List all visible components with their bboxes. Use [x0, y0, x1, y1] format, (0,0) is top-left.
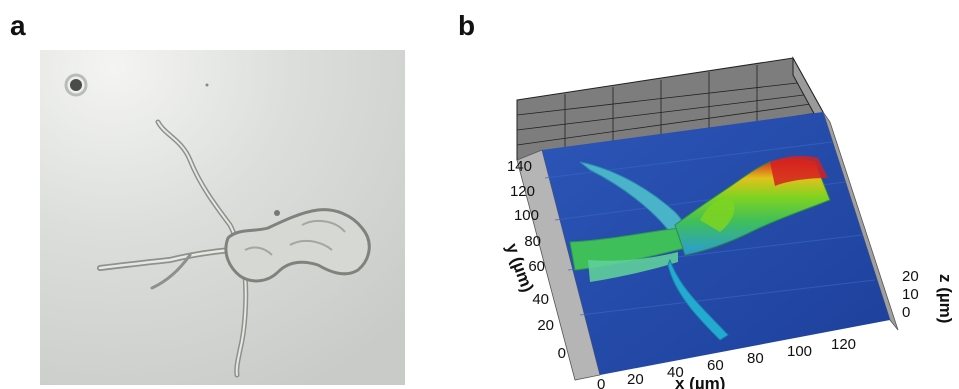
x-tick-label: 60 [707, 357, 724, 374]
z-tick-label: 20 [902, 268, 919, 285]
x-tick-label: 80 [747, 350, 764, 367]
x-axis-label: x (µm) [675, 374, 725, 389]
cell-soma [224, 208, 371, 283]
y-tick-label: 20 [537, 317, 554, 334]
y-tick-label: 60 [528, 258, 545, 275]
cell-soma-texture [244, 219, 346, 256]
z-tick-label: 0 [902, 304, 910, 321]
x-tick-label: 100 [787, 343, 812, 360]
y-tick-label: 140 [507, 158, 532, 175]
cell-micrograph [40, 50, 405, 385]
x-tick-label: 40 [667, 364, 684, 381]
debris-particle [205, 83, 209, 87]
y-tick-label: 0 [558, 345, 566, 362]
x-tick-label: 120 [831, 336, 856, 353]
surface-plot: 0 20 40 60 80 100 120 x (µm) 0 20 40 60 … [502, 56, 955, 389]
y-tick-label: 120 [510, 183, 535, 200]
y-tick-label: 100 [514, 207, 539, 224]
cell-topography [569, 155, 831, 341]
debris-particle [64, 73, 88, 97]
x-axis-ticks: 0 20 40 60 80 100 120 [597, 336, 856, 389]
debris-particle [70, 79, 82, 91]
z-tick-label: 10 [902, 286, 919, 303]
y-axis-ticks: 0 20 40 60 80 100 120 140 [507, 158, 566, 362]
panel-label-b: b [458, 10, 476, 41]
panel-label-a: a [10, 10, 26, 41]
right-wall [822, 111, 899, 331]
y-tick-label: 80 [524, 233, 541, 250]
x-tick-label: 0 [597, 376, 605, 389]
debris-particle [274, 210, 280, 216]
z-axis-ticks: 0 10 20 [902, 268, 919, 321]
x-tick-label: 20 [627, 371, 644, 388]
y-tick-label: 40 [532, 291, 549, 308]
z-axis-label: z (µm) [936, 274, 955, 323]
